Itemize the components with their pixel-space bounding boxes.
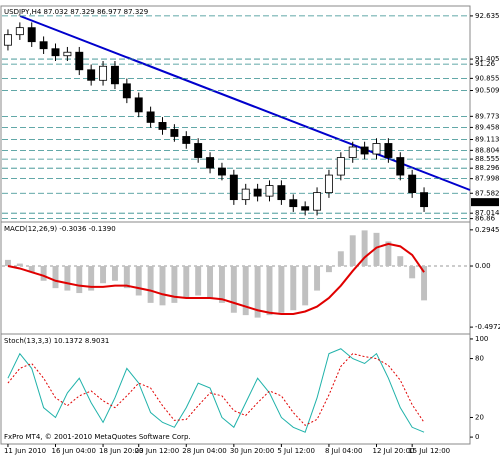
- x-tick-label: 28 Jun 04:00: [182, 447, 226, 455]
- candle-body: [348, 146, 357, 158]
- candle-body: [146, 111, 155, 123]
- candle-body: [277, 185, 286, 201]
- main-line: [7, 348, 425, 433]
- candle-body: [384, 143, 393, 158]
- y-tick-label: 87.582: [475, 189, 500, 197]
- y-tick-label: 90.855: [475, 74, 500, 82]
- candle-body: [324, 174, 333, 194]
- x-tick-label: 8 Jul 04:00: [325, 447, 363, 455]
- candle-body: [99, 65, 108, 81]
- candle-body: [265, 185, 274, 197]
- candle-body: [170, 129, 179, 137]
- y-tick-label: 90.509: [475, 87, 500, 95]
- last-price-box: [471, 198, 499, 207]
- candle-body: [360, 146, 369, 155]
- candle-body: [75, 51, 84, 71]
- candle-body: [289, 199, 298, 208]
- x-tick-label: 15 Jul 12:00: [408, 447, 450, 455]
- candle-body: [158, 122, 167, 130]
- stoch-title: Stoch(13,3,3) 10.1372 8.9031: [4, 337, 109, 345]
- candle-body: [194, 143, 203, 158]
- candle-body: [241, 188, 250, 201]
- y-tick-label: 87.998: [475, 175, 500, 183]
- candle-body: [217, 167, 226, 176]
- candle-body: [27, 27, 36, 43]
- x-tick-label: 30 Jun 20:00: [230, 447, 274, 455]
- y-tick-label: 86.86: [475, 215, 496, 223]
- candle-body: [39, 41, 48, 50]
- y-tick-label: 91.405: [475, 55, 500, 63]
- candle-body: [15, 27, 24, 36]
- stoch-panel: [0, 333, 471, 445]
- y-tick-label: 91.26: [475, 60, 496, 68]
- candle-body: [408, 174, 417, 194]
- y-tick-label: 80: [475, 355, 484, 363]
- candle-body: [134, 97, 143, 113]
- y-tick-label: 88.296: [475, 164, 500, 172]
- price-title: USDJPY,H4 87.032 87.329 86.977 87.329: [4, 8, 148, 16]
- y-tick-label: 87.014: [475, 209, 500, 217]
- x-tick-label: 16 Jun 04:00: [52, 447, 96, 455]
- macd-title: MACD(12,26,9) -0.3036 -0.1390: [4, 225, 116, 233]
- candle-body: [122, 83, 131, 99]
- copyright: FxPro MT4, © 2001-2010 MetaQuotes Softwa…: [4, 433, 191, 441]
- candle-body: [420, 192, 429, 208]
- trend-line: [19, 15, 471, 191]
- signal-line: [7, 242, 425, 315]
- candle-body: [372, 143, 381, 155]
- y-tick-label: 89.113: [475, 136, 500, 144]
- y-tick-label: 89.773: [475, 112, 500, 120]
- y-tick-label: 100: [475, 335, 488, 343]
- x-tick-label: 18 Jun 20:00: [99, 447, 143, 455]
- candle-body: [301, 206, 310, 211]
- y-tick-label: 20: [475, 413, 484, 421]
- candle-body: [63, 51, 72, 57]
- signal-line: [7, 353, 425, 426]
- candle-body: [3, 34, 12, 46]
- candle-body: [182, 136, 191, 144]
- x-tick-label: 12 Jul 20:00: [373, 447, 415, 455]
- x-tick-label: 11 Jun 2010: [4, 447, 46, 455]
- candle-body: [253, 188, 262, 197]
- candle-body: [313, 192, 322, 211]
- y-tick-label: 92.635: [475, 12, 500, 20]
- candle-body: [396, 157, 405, 176]
- x-tick-label: 5 Jul 12:00: [277, 447, 315, 455]
- y-tick-label: 89.458: [475, 123, 500, 131]
- candle-body: [110, 65, 119, 85]
- y-tick-label: -0.4972: [475, 323, 500, 331]
- candle-body: [336, 157, 345, 176]
- candle-body: [206, 157, 215, 169]
- y-tick-label: 88.804: [475, 146, 500, 154]
- y-tick-label: 88.555: [475, 155, 500, 163]
- y-tick-label: 0: [475, 433, 479, 441]
- candle-body: [51, 48, 60, 57]
- candle-body: [87, 69, 96, 81]
- last-price: 87.329: [473, 198, 498, 206]
- x-tick-label: 23 Jun 12:00: [135, 447, 179, 455]
- y-tick-label: 0.00: [475, 262, 491, 270]
- candle-body: [229, 174, 238, 201]
- y-tick-label: 0.2945: [475, 226, 500, 234]
